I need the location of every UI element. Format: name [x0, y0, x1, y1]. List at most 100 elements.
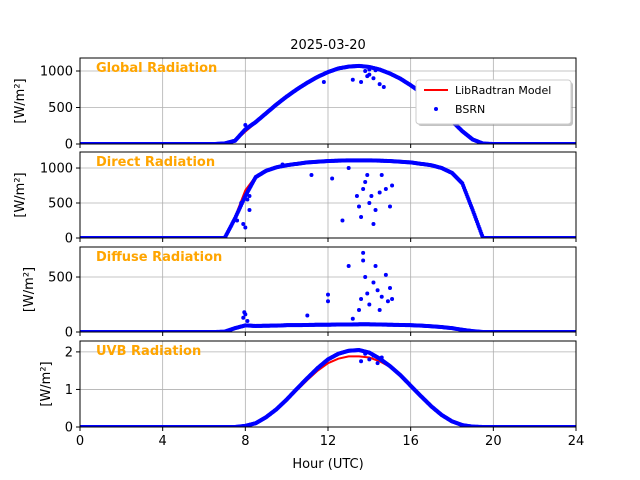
bsrn-point	[359, 79, 364, 84]
bsrn-point	[388, 286, 392, 291]
y-axis-label: [W/m²]	[13, 172, 28, 217]
panel-label: UVB Radiation	[96, 344, 201, 359]
bsrn-point	[375, 361, 380, 366]
y-tick-label: 1	[65, 383, 73, 398]
bsrn-point	[377, 308, 382, 313]
bsrn-point	[247, 194, 252, 199]
bsrn-point	[371, 76, 376, 81]
bsrn-point	[346, 166, 351, 171]
bsrn-point	[381, 85, 386, 90]
bsrn-point	[350, 77, 355, 82]
y-tick-label: 0	[65, 232, 73, 247]
bsrn-point	[330, 176, 335, 181]
y-axis-label: [W/m²]	[22, 267, 37, 312]
bsrn-point	[235, 218, 240, 223]
bsrn-point	[321, 79, 326, 84]
y-tick-label: 1000	[40, 162, 73, 177]
panel-label: Diffuse Radiation	[96, 250, 222, 265]
bsrn-point	[243, 225, 248, 230]
bsrn-point	[245, 319, 250, 324]
bsrn-point	[346, 264, 351, 269]
bsrn-point	[379, 294, 384, 299]
panel-data	[80, 250, 576, 332]
bsrn-point	[371, 353, 376, 358]
bsrn-point	[375, 288, 380, 293]
bsrn-point	[371, 280, 376, 285]
bsrn-point	[363, 180, 368, 185]
axes-frame	[79, 57, 577, 145]
y-tick-label: 500	[48, 197, 73, 212]
bsrn-point	[242, 310, 247, 315]
bsrn-point	[305, 313, 310, 318]
x-tick-label: 12	[320, 434, 337, 449]
bsrn-point	[365, 291, 370, 296]
bsrn-point	[363, 68, 368, 73]
bsrn-point	[367, 67, 372, 72]
bsrn-point	[309, 173, 314, 178]
panel-direct-radiation: 0 500 1000 Direct Radiation [W/m²]	[13, 151, 577, 247]
bsrn-point	[365, 74, 370, 79]
x-tick-label: 8	[241, 434, 249, 449]
x-tick-label: 4	[159, 434, 167, 449]
bsrn-point	[385, 299, 390, 304]
bsrn-point	[369, 194, 374, 199]
legend-bsrn-label: BSRN	[455, 103, 485, 116]
bsrn-point	[340, 218, 345, 223]
y-tick-label: 0	[65, 138, 73, 153]
bsrn-point	[241, 315, 246, 320]
bsrn-point	[359, 215, 364, 220]
bsrn-point	[357, 308, 361, 313]
bsrn-point	[363, 275, 368, 280]
bsrn-point	[383, 187, 388, 192]
bsrn-point	[367, 357, 372, 362]
bsrn-point	[359, 359, 364, 364]
y-axis-label: [W/m²]	[13, 78, 28, 123]
panel-data	[80, 348, 576, 427]
bsrn-point	[354, 194, 359, 199]
bsrn-point	[373, 264, 378, 269]
bsrn-point	[326, 299, 330, 304]
bsrn-point	[390, 297, 395, 302]
axes-frame	[79, 246, 577, 333]
bsrn-point	[280, 162, 285, 167]
bsrn-point	[363, 351, 368, 356]
bsrn-point	[357, 204, 361, 209]
y-axis-label: [W/m²]	[39, 361, 54, 406]
bsrn-point	[361, 258, 366, 263]
legend-bsrn-swatch	[434, 107, 438, 111]
panel-data	[80, 158, 576, 238]
axes-frame	[79, 151, 577, 239]
bsrn-point	[383, 272, 388, 277]
bsrn-point	[373, 208, 378, 213]
bsrn-point	[239, 201, 244, 206]
bsrn-point	[379, 173, 384, 178]
bsrn-point	[247, 208, 252, 213]
y-tick-label: 500	[48, 101, 73, 116]
bsrn-point	[243, 123, 248, 128]
model-series-line	[80, 355, 576, 427]
bsrn-point	[359, 297, 364, 302]
y-tick-label: 500	[48, 271, 73, 286]
y-tick-label: 1000	[40, 64, 73, 79]
bsrn-point	[390, 183, 395, 188]
bsrn-point	[361, 187, 366, 192]
bsrn-point	[245, 197, 250, 202]
bsrn-point	[388, 204, 392, 209]
bsrn-point	[367, 302, 372, 307]
y-tick-label: 0	[65, 421, 73, 436]
panel-label: Direct Radiation	[96, 155, 215, 170]
bsrn-point	[367, 201, 372, 206]
bsrn-point	[241, 222, 246, 227]
bsrn-point	[377, 82, 382, 87]
x-tick-label: 0	[76, 434, 84, 449]
x-tick-label: 16	[402, 434, 419, 449]
bsrn-point	[365, 173, 370, 178]
chart-title: 2025-03-20	[290, 38, 366, 53]
y-tick-label: 2	[65, 345, 73, 360]
axes-frame	[79, 340, 577, 428]
panel-diffuse-radiation: 0 500 Diffuse Radiation [W/m²]	[22, 246, 577, 341]
bsrn-point	[373, 68, 378, 73]
